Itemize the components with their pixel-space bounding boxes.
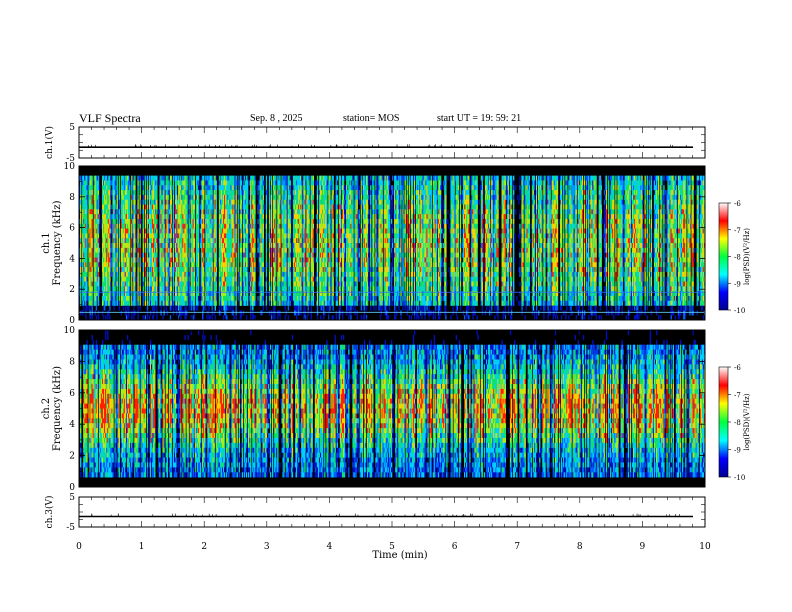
x-axis-label: Time (min): [372, 550, 427, 561]
colorbar-tick-label: -8: [734, 419, 741, 427]
colorbar-tick-label: -9: [734, 447, 741, 455]
colorbar: [719, 367, 728, 477]
y-tick-label: 2: [69, 285, 75, 295]
colorbar: [719, 203, 728, 310]
x-tick-label: 8: [577, 542, 583, 552]
y-tick-label: 0: [69, 316, 75, 326]
x-tick-label: 10: [699, 542, 711, 552]
y-tick-label: 5: [69, 493, 75, 503]
y-tick-label: 10: [64, 326, 76, 336]
y-axis-label-channel: ch.1: [41, 232, 52, 254]
y-tick-label: 5: [69, 123, 75, 133]
spectrogram-cells: [79, 176, 705, 321]
x-tick-label: 9: [640, 542, 646, 552]
colorbar-tick-label: -6: [734, 200, 741, 208]
y-axis-label-frequency: Frequency (kHz): [52, 200, 63, 285]
x-tick-label: 0: [76, 542, 82, 552]
y-tick-label: 10: [64, 162, 76, 172]
colorbar-tick-label: -10: [734, 307, 745, 315]
y-tick-label: 6: [69, 389, 75, 399]
colorbar-label: log(PSD)(V²/Hz): [743, 228, 751, 285]
colorbar-tick-label: -7: [734, 227, 741, 235]
colorbar-tick-label: -6: [734, 364, 741, 372]
colorbar-tick-label: -9: [734, 280, 741, 288]
y-axis-label: ch.3(V): [44, 496, 55, 529]
x-tick-label: 1: [139, 542, 145, 552]
y-axis-label-channel: ch.2: [41, 398, 52, 420]
y-tick-label: 2: [69, 452, 75, 462]
x-tick-label: 4: [327, 542, 333, 552]
y-tick-label: 8: [69, 357, 75, 367]
colorbar-tick-label: -7: [734, 392, 741, 400]
colorbar-tick-label: -8: [734, 254, 741, 262]
x-tick-label: 6: [452, 542, 458, 552]
x-tick-label: 7: [514, 542, 520, 552]
y-tick-label: 0: [69, 483, 75, 493]
y-tick-label: 4: [69, 254, 75, 264]
x-tick-label: 3: [264, 542, 270, 552]
y-tick-label: 6: [69, 224, 75, 234]
colorbar-tick-label: -10: [734, 474, 745, 482]
y-tick-label: 4: [69, 420, 75, 430]
y-axis-label-frequency: Frequency (kHz): [52, 366, 63, 451]
y-axis-label: ch.1(V): [44, 126, 55, 159]
y-tick-label: 8: [69, 193, 75, 203]
y-tick-label: -5: [66, 523, 75, 533]
colorbar-label: log(PSD)(V²/Hz): [743, 393, 751, 450]
x-tick-label: 2: [201, 542, 207, 552]
